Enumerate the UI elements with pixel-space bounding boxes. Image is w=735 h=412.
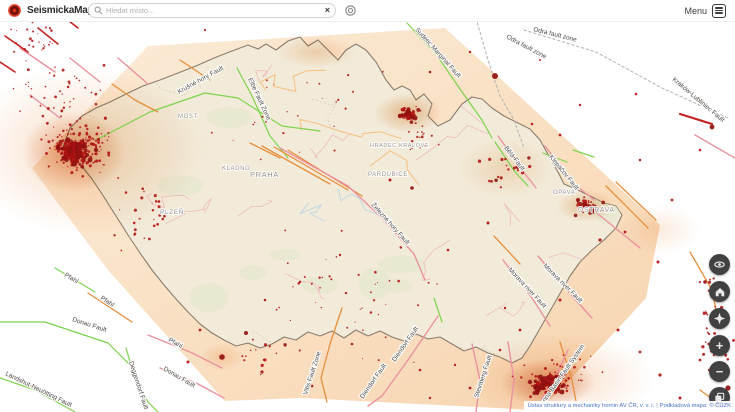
minus-icon: − (715, 363, 724, 379)
app-title: SeismickaMapa.cz (27, 5, 112, 16)
menu-button[interactable] (712, 3, 726, 18)
locate-star-icon (713, 312, 726, 325)
my-location-button[interactable] (344, 4, 357, 17)
svg-text:Odra fault zone: Odra fault zone (505, 34, 548, 61)
zoom-in-button[interactable]: + (709, 335, 730, 356)
search-input[interactable] (103, 6, 325, 15)
svg-text:KLADNO: KLADNO (222, 166, 250, 172)
institute-link[interactable]: Ústav struktury a mechaniky hornin AV ČR… (527, 403, 655, 409)
attribution-bar: Ústav struktury a mechaniky hornin AV ČR… (523, 401, 735, 412)
attribution-separator: | (656, 403, 658, 409)
svg-text:HRADEC KRÁLOVÉ: HRADEC KRÁLOVÉ (370, 142, 429, 149)
layers-icon (715, 392, 725, 402)
svg-text:Landshut-Neuötting Fault: Landshut-Neuötting Fault (4, 371, 73, 409)
orbit-view-icon (714, 261, 725, 268)
search-icon (94, 6, 103, 15)
plus-icon: + (715, 337, 724, 353)
basemap-link[interactable]: Podkladová mapa: © ČÚZK (659, 403, 731, 409)
clear-search-button[interactable]: × (324, 5, 330, 15)
home-button[interactable] (709, 281, 730, 302)
svg-text:Pfahl: Pfahl (99, 295, 116, 309)
svg-text:Donau Fault: Donau Fault (71, 316, 107, 334)
seismic-logo-icon (8, 4, 21, 17)
svg-text:Deggendorf Fault: Deggendorf Fault (127, 360, 149, 410)
zoom-out-button[interactable]: − (709, 361, 730, 382)
locate-button[interactable] (709, 308, 730, 329)
hamburger-icon (715, 7, 723, 9)
svg-text:PRAHA: PRAHA (250, 170, 279, 179)
search-box[interactable]: × (88, 3, 336, 18)
svg-text:PARDUBICE: PARDUBICE (368, 172, 408, 178)
svg-text:Kraków-Lubliniec Fault: Kraków-Lubliniec Fault (671, 76, 726, 124)
svg-text:OPAVA: OPAVA (553, 190, 575, 196)
top-bar: SeismickaMapa.cz × Menu (0, 0, 735, 22)
svg-text:MOST: MOST (178, 114, 198, 120)
orbit-view-button[interactable] (709, 254, 730, 275)
menu-label: Menu (684, 5, 707, 16)
home-icon (715, 287, 724, 296)
svg-text:OSTRAVA: OSTRAVA (578, 207, 615, 214)
svg-text:Donau Fault: Donau Fault (162, 366, 196, 390)
svg-text:PLZEŇ: PLZEŇ (160, 207, 184, 216)
svg-text:Pfahl: Pfahl (63, 272, 80, 286)
